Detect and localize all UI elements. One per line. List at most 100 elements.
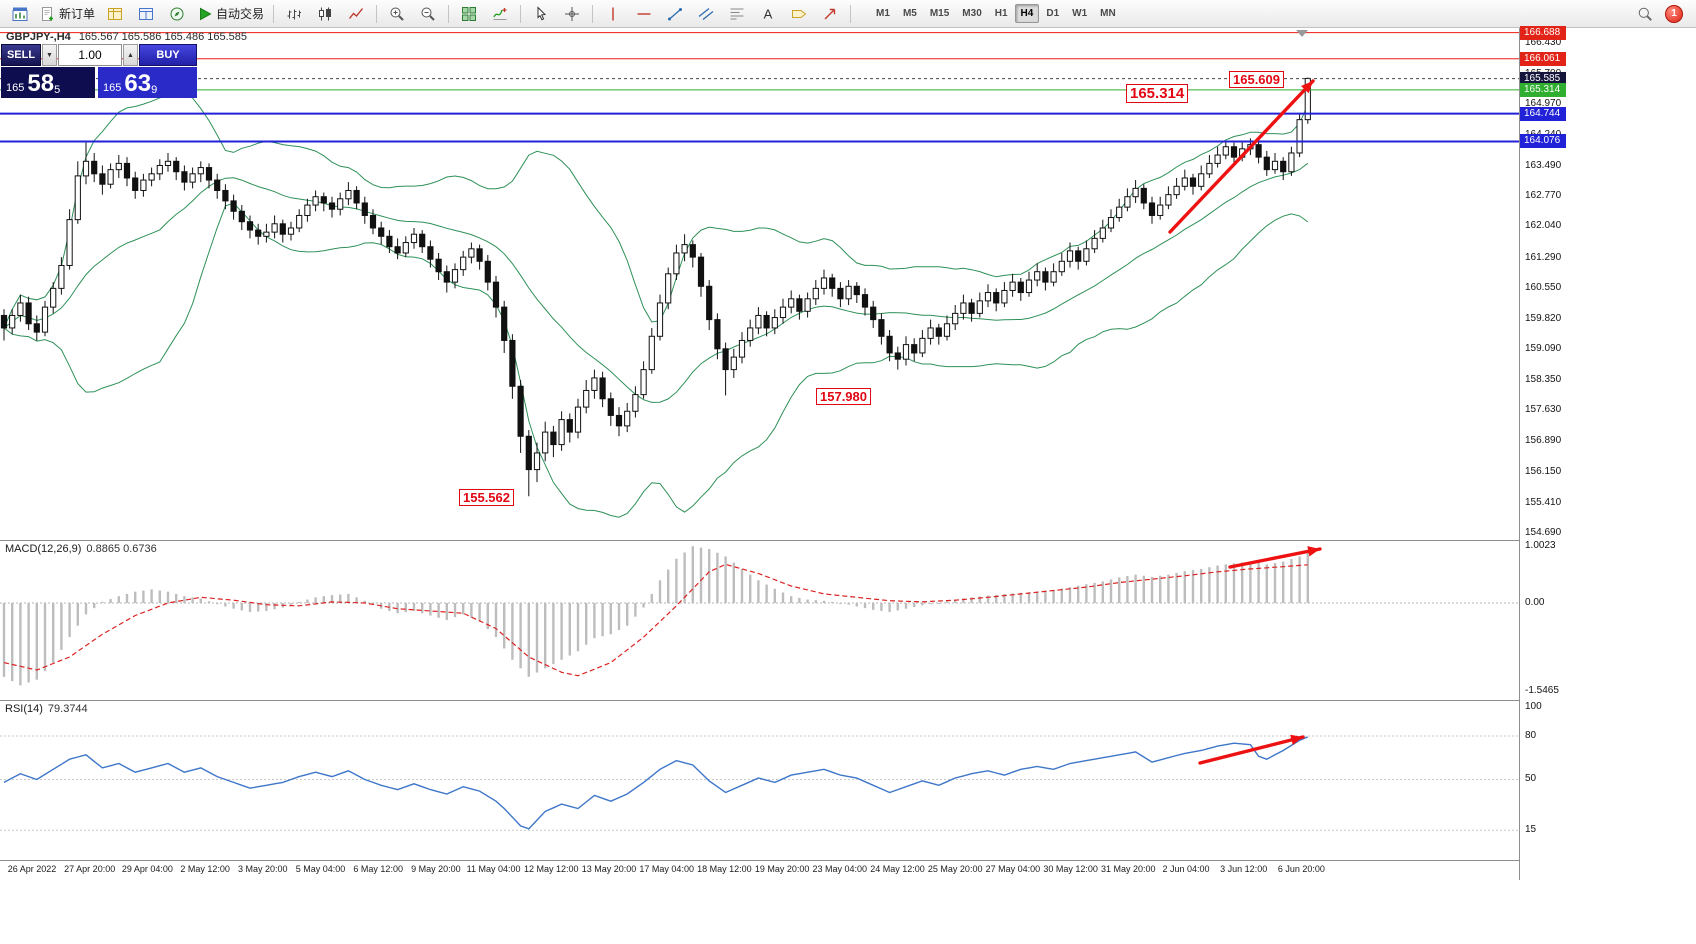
data-window-button[interactable] bbox=[131, 2, 161, 26]
zoom-out-button[interactable] bbox=[413, 2, 443, 26]
hline-icon bbox=[637, 12, 651, 15]
channel-button[interactable] bbox=[691, 2, 721, 26]
line-icon bbox=[348, 7, 364, 19]
sell-price-point: 5 bbox=[54, 84, 61, 96]
horizontal-line-button[interactable] bbox=[629, 2, 659, 26]
price-tick-label: 157.630 bbox=[1525, 404, 1562, 416]
cursor-button[interactable] bbox=[526, 2, 556, 26]
price-chart-panel[interactable]: GBPJPY-,H4 165.567 165.586 165.486 165.58… bbox=[0, 28, 1519, 540]
date-label: 27 Apr 20:00 bbox=[64, 864, 116, 874]
volume-decrease-button[interactable]: ▼ bbox=[42, 44, 57, 66]
panel-separator[interactable] bbox=[0, 540, 1696, 541]
rsi-tick-label: 80 bbox=[1525, 729, 1537, 741]
buy-price-pips: 63 bbox=[124, 70, 152, 98]
time-axis[interactable]: 26 Apr 2022 27 Apr 20:00 29 Apr 04:00 2 May… bbox=[0, 861, 1519, 880]
rsi-indicator-panel[interactable]: RSI(14) 79.3744 bbox=[0, 701, 1519, 860]
timeframe-m15[interactable]: M15 bbox=[929, 8, 950, 19]
sell-button[interactable]: SELL bbox=[1, 44, 41, 66]
macd-indicator-panel[interactable]: MACD(12,26,9) 0.8865 0.6736 bbox=[0, 541, 1519, 700]
price-annotation-flag[interactable]: 165.314 bbox=[1126, 84, 1189, 103]
candlestick-chart-button[interactable] bbox=[310, 2, 340, 26]
macd-chart[interactable] bbox=[0, 541, 1519, 700]
macd-values: 0.8865 0.6736 bbox=[86, 543, 157, 555]
market-watch-button[interactable] bbox=[100, 2, 130, 26]
search-icon bbox=[1638, 7, 1652, 21]
timeframe-m30[interactable]: M30 bbox=[962, 8, 982, 19]
market-watch-icon bbox=[108, 7, 123, 20]
timeframe-mn[interactable]: MN bbox=[1100, 8, 1116, 19]
panel-separator bbox=[0, 860, 1696, 861]
rsi-chart[interactable] bbox=[0, 701, 1519, 860]
vertical-line-button[interactable] bbox=[598, 2, 628, 26]
date-label: 29 Apr 04:00 bbox=[121, 864, 173, 874]
date-label: 5 May 04:00 bbox=[295, 864, 346, 874]
volume-input[interactable] bbox=[58, 44, 122, 66]
indicators-button[interactable] bbox=[485, 2, 515, 26]
rsi-tick-label: 15 bbox=[1525, 824, 1537, 836]
crosshair-button[interactable] bbox=[557, 2, 587, 26]
search-button[interactable] bbox=[1630, 2, 1660, 26]
price-annotation-flag[interactable]: 157.980 bbox=[816, 388, 871, 405]
tile-windows-button[interactable] bbox=[454, 2, 484, 26]
horizontal-level-lines[interactable] bbox=[0, 32, 1519, 143]
text-button[interactable]: A bbox=[753, 2, 783, 26]
tile-windows-icon bbox=[462, 6, 477, 21]
chart-shift-marker[interactable] bbox=[1296, 30, 1308, 37]
price-annotation-flag[interactable]: 165.609 bbox=[1229, 71, 1284, 88]
price-badge: 166.061 bbox=[1520, 51, 1566, 66]
autotrade-button[interactable]: 自动交易 bbox=[193, 2, 268, 26]
sell-price-display[interactable]: 165 58 5 bbox=[1, 67, 95, 98]
fibonacci-icon bbox=[730, 8, 744, 19]
price-badge: 164.076 bbox=[1520, 134, 1566, 149]
price-annotation-flag[interactable]: 155.562 bbox=[459, 489, 514, 506]
macd-tick-label: 0.00 bbox=[1525, 597, 1545, 608]
price-tick-label: 155.410 bbox=[1525, 496, 1562, 508]
price-tick-label: 166.430 bbox=[1525, 37, 1562, 49]
date-label: 30 May 12:00 bbox=[1043, 864, 1098, 874]
timeframe-h1[interactable]: H1 bbox=[994, 8, 1008, 19]
notification-badge[interactable]: 1 bbox=[1665, 4, 1683, 23]
date-label: 27 May 04:00 bbox=[985, 864, 1041, 874]
trendline-icon bbox=[668, 7, 683, 20]
price-badge: 164.744 bbox=[1520, 106, 1566, 121]
zoom-out-icon bbox=[421, 7, 435, 21]
new-order-button[interactable]: 新订单 bbox=[36, 2, 99, 26]
buy-button[interactable]: BUY bbox=[139, 44, 197, 66]
price-axis[interactable]: 166.430165.700164.970164.240163.490162.7… bbox=[1519, 25, 1696, 880]
line-chart-button[interactable] bbox=[341, 2, 371, 26]
panel-separator[interactable] bbox=[0, 700, 1696, 701]
timeframe-toolbar: M1 M5 M15 M30 H1 H4 D1 W1 MN bbox=[870, 4, 1122, 23]
candlestick-chart[interactable] bbox=[0, 28, 1519, 540]
timeframe-w1[interactable]: W1 bbox=[1072, 8, 1088, 19]
date-label: 3 May 20:00 bbox=[238, 864, 288, 874]
timeframe-m5[interactable]: M5 bbox=[902, 8, 917, 19]
rsi-line bbox=[3, 736, 1309, 830]
label-button[interactable] bbox=[784, 2, 814, 26]
fibonacci-button[interactable] bbox=[722, 2, 752, 26]
navigator-button[interactable] bbox=[162, 2, 192, 26]
timeframe-d1[interactable]: D1 bbox=[1046, 8, 1060, 19]
macd-name: MACD(12,26,9) bbox=[5, 543, 82, 555]
chart-window-icon[interactable] bbox=[5, 2, 35, 26]
arrows-tool-button[interactable] bbox=[815, 2, 845, 26]
macd-tick-label: -1.5465 bbox=[1525, 684, 1559, 696]
data-window-icon bbox=[139, 7, 154, 20]
arrows-tool-icon bbox=[824, 8, 836, 19]
vline-icon bbox=[612, 7, 614, 20]
timeframe-m1[interactable]: M1 bbox=[876, 8, 890, 19]
new-order-icon bbox=[42, 6, 53, 21]
cursor-icon bbox=[537, 5, 547, 20]
bar-chart-button[interactable] bbox=[279, 2, 309, 26]
date-label: 17 May 04:00 bbox=[639, 864, 694, 874]
toolbar-separator bbox=[376, 4, 378, 23]
trendline-button[interactable] bbox=[660, 2, 690, 26]
rsi-name: RSI(14) bbox=[5, 703, 43, 715]
buy-price-display[interactable]: 165 63 9 bbox=[98, 67, 197, 98]
chart-symbol-period: GBPJPY-,H4 bbox=[6, 31, 71, 43]
price-badge: 165.314 bbox=[1520, 82, 1566, 97]
zoom-in-button[interactable] bbox=[382, 2, 412, 26]
volume-increase-button[interactable]: ▲ bbox=[123, 44, 138, 66]
timeframe-h4[interactable]: H4 bbox=[1014, 4, 1040, 23]
buy-price-whole: 165 bbox=[103, 82, 122, 94]
